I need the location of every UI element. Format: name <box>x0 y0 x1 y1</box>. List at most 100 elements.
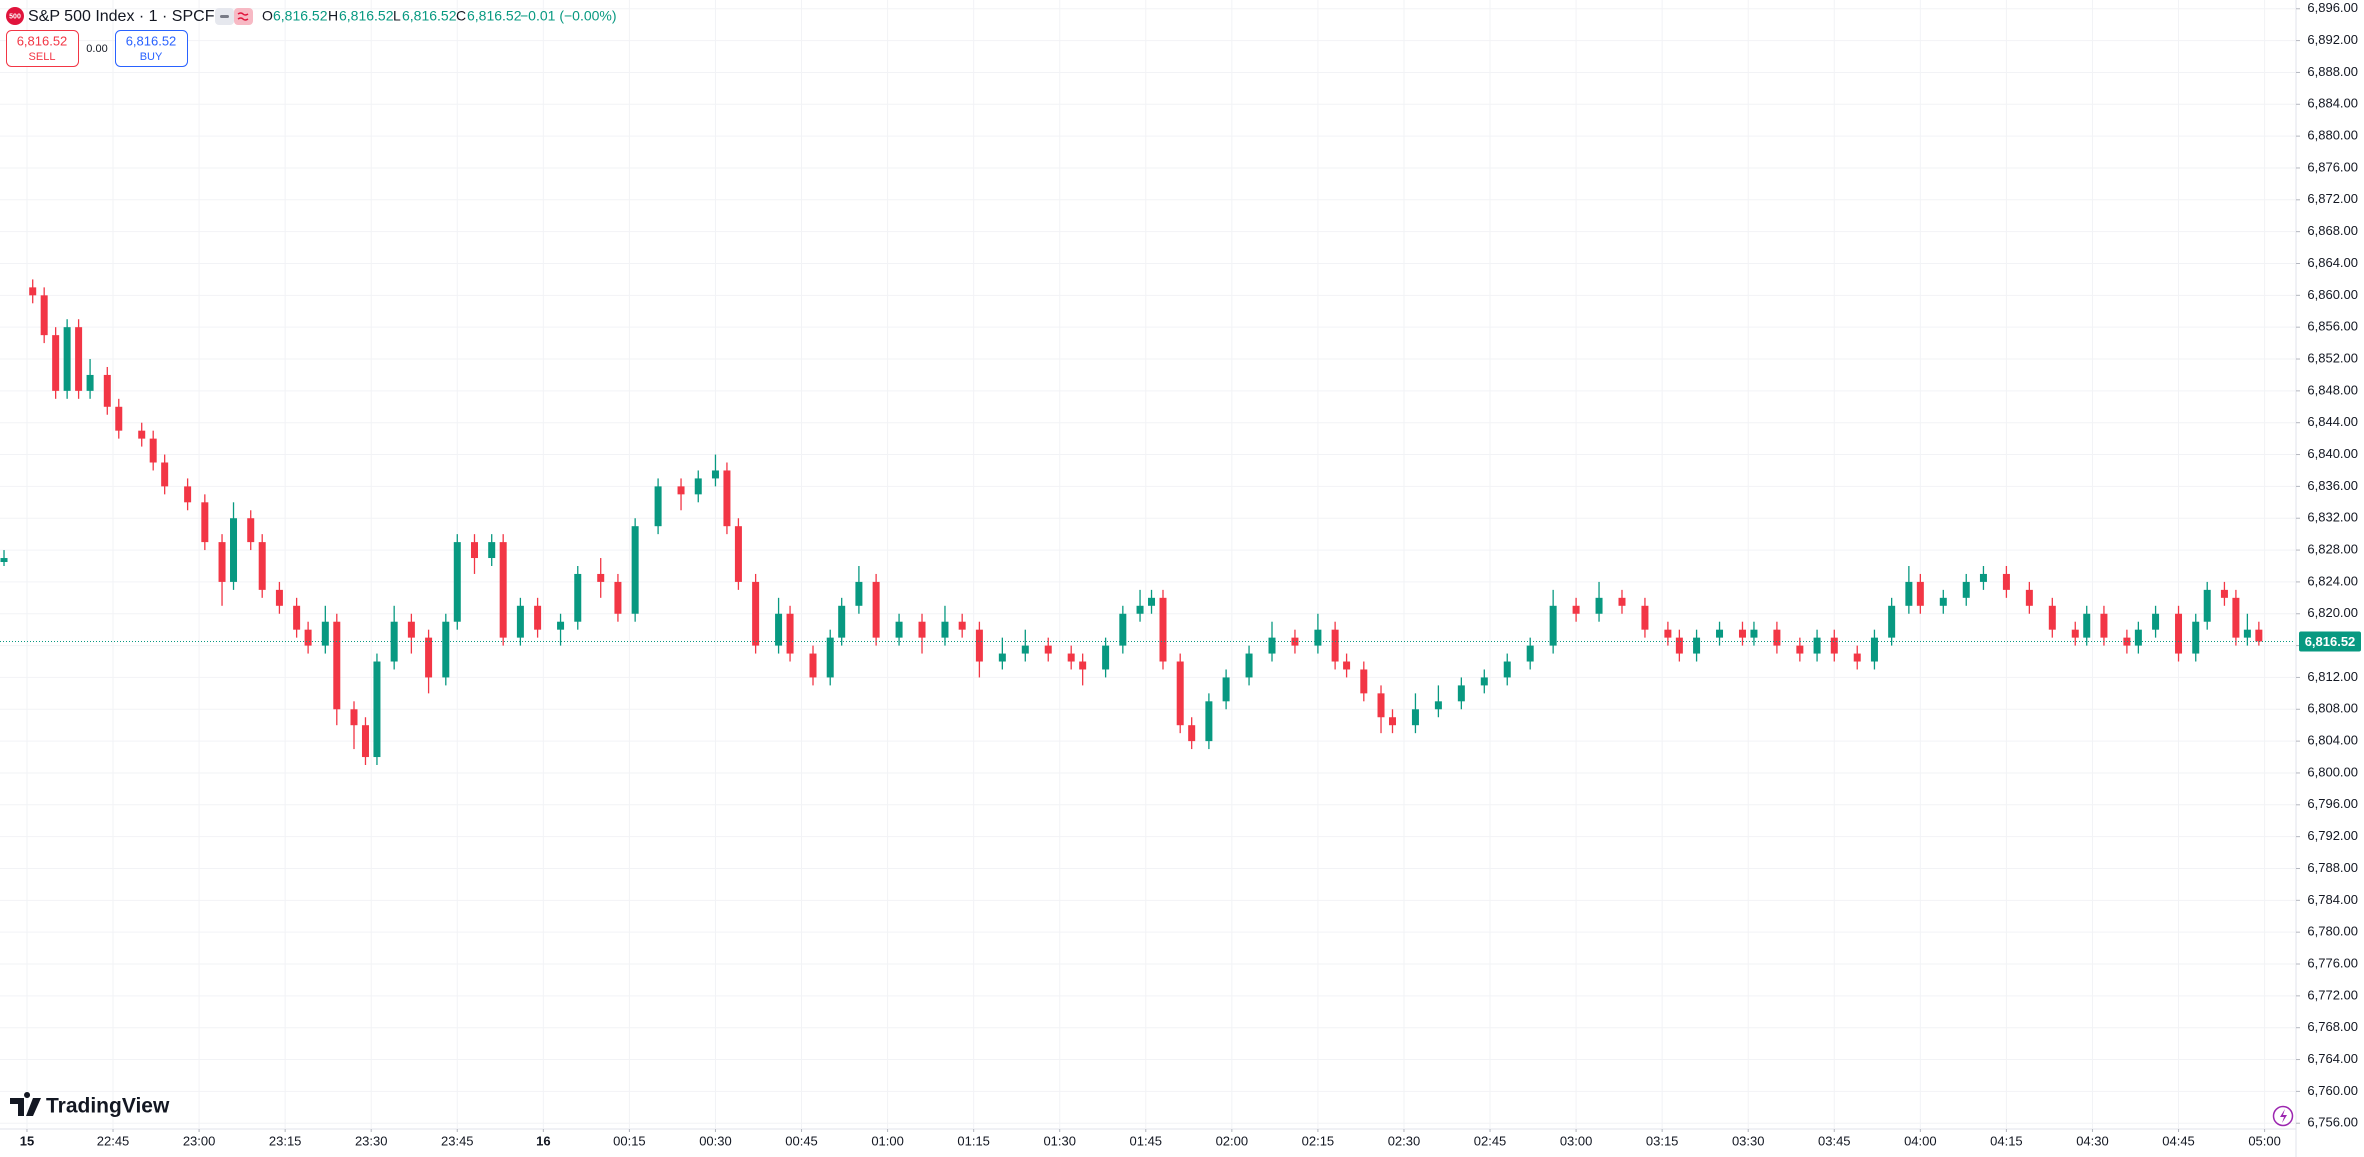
lightning-button[interactable] <box>2272 1105 2294 1127</box>
x-tick-label: 05:00 <box>2248 1133 2281 1148</box>
brand-name[interactable]: TradingView <box>46 1095 170 1118</box>
candle-body <box>855 581 863 606</box>
x-tick-label: 15 <box>20 1133 34 1148</box>
symbol-title[interactable]: S&P 500 Index · 1 · SPCFD <box>28 8 226 25</box>
candle-body <box>230 518 238 582</box>
y-tick-label: 6,840.00 <box>2307 446 2358 461</box>
candle-body <box>201 502 209 543</box>
candle-body <box>218 542 226 582</box>
candle-body <box>1331 629 1339 662</box>
candle-body <box>1939 597 1947 606</box>
ohlc-l-value: 6,816.52 <box>402 8 457 24</box>
symbol-logo-text: 500 <box>9 13 21 20</box>
candle-body <box>1159 597 1167 662</box>
y-tick-label: 6,860.00 <box>2307 287 2358 302</box>
x-tick-label: 00:45 <box>785 1133 818 1148</box>
candle-body <box>184 486 192 503</box>
x-tick-label: 03:45 <box>1818 1133 1851 1148</box>
candle-body <box>516 605 524 638</box>
candle-body <box>293 605 301 630</box>
candle-body <box>1188 725 1196 742</box>
candle-body <box>631 526 639 614</box>
candle-body <box>1457 685 1465 702</box>
buy-button[interactable] <box>115 30 188 67</box>
candle-body <box>1641 605 1649 630</box>
x-tick-label: 16 <box>536 1133 550 1148</box>
candle-body <box>373 661 381 758</box>
candle-body <box>1693 637 1701 654</box>
sell-button[interactable] <box>6 30 79 67</box>
candle-body <box>1343 661 1351 670</box>
spread: 0.00 <box>86 43 107 55</box>
alert-button[interactable] <box>234 8 253 25</box>
candle-body <box>40 295 48 336</box>
symbol-logo <box>6 7 24 25</box>
x-tick-label: 03:15 <box>1646 1133 1679 1148</box>
candle-body <box>2100 613 2108 638</box>
ohlc-o-label: O <box>262 8 273 24</box>
candle-body <box>1773 629 1781 646</box>
ohlc-l-label: L <box>393 8 401 24</box>
candle-body <box>975 629 983 662</box>
candle-body <box>2071 629 2079 638</box>
candle-body <box>872 581 880 638</box>
candle-body <box>1222 677 1230 702</box>
y-tick-label: 6,844.00 <box>2307 414 2358 429</box>
candle-body <box>809 653 817 678</box>
candle-body <box>29 287 37 296</box>
y-tick-label: 6,772.00 <box>2307 987 2358 1002</box>
candle-body <box>1796 645 1804 654</box>
x-tick-label: 02:30 <box>1388 1133 1421 1148</box>
candle-body <box>1079 661 1087 670</box>
candle-body <box>361 725 369 758</box>
x-tick-label: 01:00 <box>871 1133 904 1148</box>
y-tick-label: 6,808.00 <box>2307 701 2358 716</box>
candle-body <box>2152 613 2160 630</box>
y-tick-label: 6,864.00 <box>2307 255 2358 270</box>
candle-body <box>1716 629 1724 638</box>
grid <box>0 0 2295 1128</box>
y-tick-label: 6,768.00 <box>2307 1019 2358 1034</box>
y-tick-label: 6,776.00 <box>2307 955 2358 970</box>
candle-body <box>2203 589 2211 622</box>
y-tick-label: 6,868.00 <box>2307 223 2358 238</box>
y-tick-label: 6,884.00 <box>2307 96 2358 111</box>
lightning-icon <box>2280 1109 2287 1123</box>
candle-body <box>75 327 83 391</box>
candle-body <box>453 542 461 622</box>
candle-body <box>442 621 450 678</box>
x-tick-label: 23:00 <box>183 1133 216 1148</box>
y-tick-label: 6,892.00 <box>2307 32 2358 47</box>
y-tick-label: 6,824.00 <box>2307 573 2358 588</box>
candle-body <box>1738 629 1746 638</box>
x-tick-label: 00:30 <box>699 1133 732 1148</box>
candle-body <box>1549 605 1557 646</box>
alert-icon <box>237 12 249 21</box>
candle-body <box>1813 637 1821 654</box>
candle-body <box>115 406 123 431</box>
y-tick-label: 6,888.00 <box>2307 64 2358 79</box>
y-tick-label: 6,856.00 <box>2307 319 2358 334</box>
candle-body <box>1291 637 1299 646</box>
candle-body <box>2220 589 2228 598</box>
y-tick-label: 6,800.00 <box>2307 764 2358 779</box>
candle-body <box>1176 661 1184 726</box>
candle-body <box>895 621 903 638</box>
candle-body <box>304 629 312 646</box>
candle-body <box>2255 629 2263 642</box>
candle-body <box>918 621 926 638</box>
candle-body <box>2002 573 2010 590</box>
candle-body <box>734 526 742 582</box>
candle-body <box>1675 637 1683 654</box>
x-tick-label: 01:30 <box>1043 1133 1076 1148</box>
candle-body <box>103 374 111 407</box>
candle-body <box>470 542 478 559</box>
candle-body <box>941 621 949 638</box>
candle-body <box>138 430 146 439</box>
x-tick-label: 22:45 <box>97 1133 130 1148</box>
candle-body <box>2175 613 2183 654</box>
x-tick-label: 23:15 <box>269 1133 302 1148</box>
ohlc-change: −0.01 (−0.00%) <box>520 8 617 24</box>
candle-body <box>2192 621 2200 654</box>
